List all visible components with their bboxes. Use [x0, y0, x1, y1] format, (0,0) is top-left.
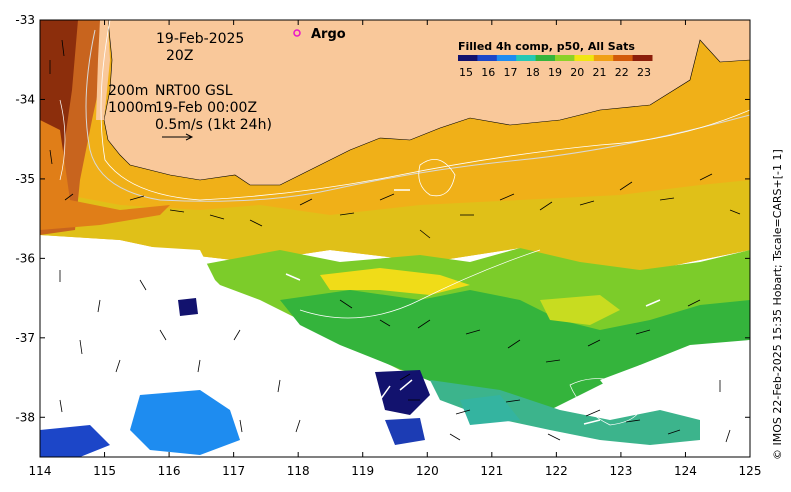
lon-tick-label: 124 — [674, 464, 697, 478]
product-text: NRT00 GSL — [155, 83, 233, 99]
credit-text: © IMOS 22-Feb-2025 15:35 Hobart; Tscale=… — [771, 149, 784, 460]
colorbar-tick-label: 18 — [526, 66, 540, 79]
lon-tick-label: 114 — [29, 464, 52, 478]
lat-tick-label: -33 — [15, 13, 35, 27]
plot-frame — [39, 19, 751, 458]
lon-tick-label: 123 — [609, 464, 632, 478]
colorbar-segment — [555, 55, 575, 61]
colorbar-segment — [516, 55, 537, 61]
colorbar-segment — [496, 55, 517, 61]
product-time-text: 19-Feb 00:00Z — [155, 100, 257, 116]
velocity-arrows — [49, 39, 741, 443]
lon-tick-label: 118 — [287, 464, 310, 478]
lon-tick-label: 116 — [158, 464, 181, 478]
lon-tick-label: 121 — [480, 464, 503, 478]
depth-1000-text: 1000m — [108, 100, 157, 116]
colorbar-ticks: 15 16 17 18 19 20 21 22 23 — [459, 66, 651, 79]
lat-tick-label: -37 — [15, 331, 35, 345]
lon-tick-label: 115 — [93, 464, 116, 478]
lat-tick-label: -38 — [15, 410, 35, 424]
lon-tick-label: 120 — [416, 464, 439, 478]
colorbar-tick-label: 22 — [615, 66, 629, 79]
land-australia — [103, 20, 750, 186]
lon-tick-label: 122 — [545, 464, 568, 478]
date-text: 19-Feb-2025 — [156, 31, 244, 47]
colorbar-segment — [477, 55, 498, 61]
lon-tick-label: 119 — [351, 464, 374, 478]
colorbar-tick-label: 19 — [548, 66, 562, 79]
colorbar-tick-label: 17 — [504, 66, 518, 79]
colorbar-segment — [535, 55, 556, 61]
lat-tick-label: -36 — [15, 251, 35, 265]
sst-field — [40, 20, 750, 457]
velocity-scale-text: 0.5m/s (1kt 24h) — [155, 117, 272, 133]
lon-axis: 114 115 116 117 118 119 120 121 122 123 124 125 — [29, 20, 762, 478]
lat-tick-label: -34 — [15, 92, 35, 106]
colorbar-segment — [613, 55, 634, 61]
colorbar-segment — [632, 55, 653, 61]
colorbar-tick-label: 20 — [570, 66, 584, 79]
argo-label: Argo — [311, 27, 346, 42]
colorbar-tick-label: 21 — [593, 66, 607, 79]
legend-title: Filled 4h comp, p50, All Sats — [458, 40, 635, 53]
colorbar-segment — [574, 55, 595, 61]
time-text: 20Z — [166, 48, 193, 64]
lat-axis: -33 -34 -35 -36 -37 -38 — [15, 13, 750, 424]
colorbar-segment — [458, 55, 478, 61]
colorbar-segment — [593, 55, 614, 61]
colorbar-tick-label: 15 — [459, 66, 473, 79]
colorbar — [458, 55, 653, 61]
argo-marker-icon — [293, 29, 301, 37]
depth-200-text: 200m — [108, 83, 148, 99]
lon-tick-label: 125 — [739, 464, 762, 478]
lon-tick-label: 117 — [222, 464, 245, 478]
colorbar-tick-label: 23 — [637, 66, 651, 79]
scale-arrow — [162, 133, 194, 141]
lat-tick-label: -35 — [15, 172, 35, 186]
colorbar-tick-label: 16 — [481, 66, 495, 79]
